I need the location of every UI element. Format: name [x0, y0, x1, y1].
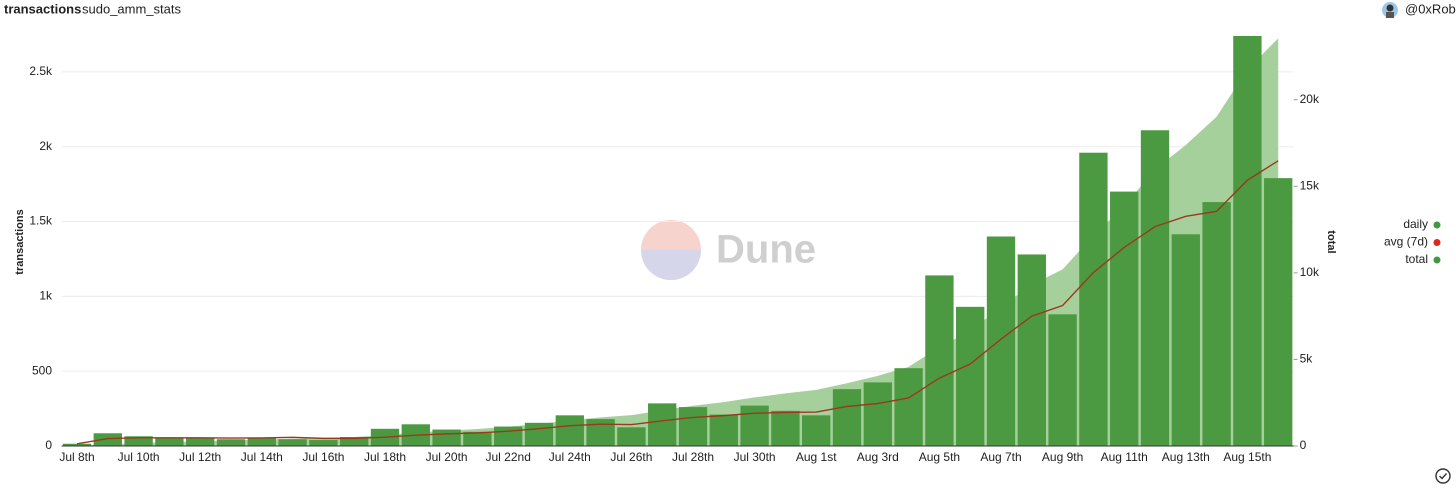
legend-label[interactable]: total — [1405, 252, 1428, 266]
y-axis-label: transactions — [14, 209, 26, 274]
bar — [1264, 178, 1293, 446]
legend-label[interactable]: avg (7d) — [1384, 235, 1428, 249]
bar — [186, 437, 215, 446]
y2-tick-label: 20k — [1300, 92, 1320, 106]
chart-subtitle: sudo_amm_stats — [82, 1, 181, 16]
watermark-logo — [641, 220, 701, 280]
bar — [247, 437, 276, 446]
bar — [740, 405, 769, 446]
bar — [894, 368, 923, 446]
bar — [771, 410, 800, 446]
bar — [1079, 152, 1108, 446]
bar — [432, 429, 461, 446]
bar — [925, 275, 954, 446]
x-tick-label: Jul 22nd — [486, 450, 531, 464]
x-tick-label: Jul 24th — [549, 450, 591, 464]
x-tick-label: Aug 15th — [1223, 450, 1271, 464]
x-tick-label: Jul 10th — [118, 450, 160, 464]
bar — [802, 415, 831, 446]
bar — [555, 415, 584, 446]
legend-dot — [1433, 256, 1441, 264]
check-icon[interactable] — [1435, 468, 1451, 484]
watermark: Dune — [716, 228, 816, 272]
bar — [832, 389, 862, 446]
bar — [863, 382, 892, 446]
y2-tick-label: 15k — [1300, 178, 1320, 192]
bar — [1202, 202, 1231, 446]
bar — [956, 306, 985, 446]
y2-axis-label: total — [1325, 230, 1337, 253]
bar — [648, 403, 677, 446]
bar — [93, 433, 122, 446]
y2-tick-label: 0 — [1300, 438, 1307, 452]
bar — [986, 236, 1016, 446]
bar — [124, 436, 153, 446]
avg-line — [76, 160, 1279, 445]
legend-dot — [1433, 221, 1441, 229]
bar — [278, 439, 307, 446]
bar — [1017, 254, 1046, 446]
legend-label[interactable]: daily — [1403, 217, 1428, 231]
y-tick-label: 1.5k — [29, 214, 53, 228]
bar — [62, 443, 92, 446]
bar — [524, 422, 554, 446]
y-tick-label: 0 — [45, 438, 52, 452]
bar — [340, 437, 369, 446]
x-tick-label: Jul 20th — [426, 450, 468, 464]
bar — [1110, 191, 1139, 446]
x-tick-label: Aug 7th — [980, 450, 1021, 464]
x-tick-label: Aug 11th — [1101, 450, 1148, 464]
x-tick-label: Jul 28th — [672, 450, 714, 464]
bar — [309, 440, 338, 446]
y2-tick-label: 10k — [1300, 265, 1320, 279]
x-tick-label: Jul 30th — [734, 450, 776, 464]
bar — [1233, 35, 1262, 446]
y2-tick-label: 5k — [1300, 352, 1314, 366]
bar — [1140, 130, 1170, 446]
bar — [1048, 314, 1077, 446]
y-tick-label: 2k — [39, 139, 53, 153]
x-tick-label: Aug 1st — [796, 450, 837, 464]
x-tick-label: Aug 5th — [919, 450, 960, 464]
y-tick-label: 2.5k — [29, 64, 53, 78]
x-tick-label: Jul 26th — [610, 450, 652, 464]
x-tick-label: Jul 18th — [364, 450, 406, 464]
bar — [1171, 234, 1200, 446]
author[interactable]: @0xRob — [1405, 1, 1456, 16]
avatar — [1382, 2, 1398, 18]
x-tick-label: Aug 3rd — [857, 450, 899, 464]
bar — [463, 431, 492, 446]
chart-title: transactions — [4, 1, 81, 16]
x-tick-label: Aug 13th — [1162, 450, 1210, 464]
x-tick-label: Jul 14th — [241, 450, 283, 464]
x-tick-label: Aug 9th — [1042, 450, 1083, 464]
bar — [216, 439, 246, 446]
x-tick-label: Jul 8th — [59, 450, 94, 464]
bar — [586, 419, 615, 446]
legend-dot — [1433, 239, 1441, 246]
x-tick-label: Jul 16th — [302, 450, 344, 464]
bar — [494, 426, 523, 446]
bar — [678, 407, 708, 446]
bar — [617, 427, 646, 446]
bar — [155, 437, 184, 446]
y-tick-label: 500 — [32, 363, 52, 377]
bar — [709, 414, 738, 446]
y-tick-label: 1k — [39, 289, 53, 303]
x-tick-label: Jul 12th — [179, 450, 221, 464]
